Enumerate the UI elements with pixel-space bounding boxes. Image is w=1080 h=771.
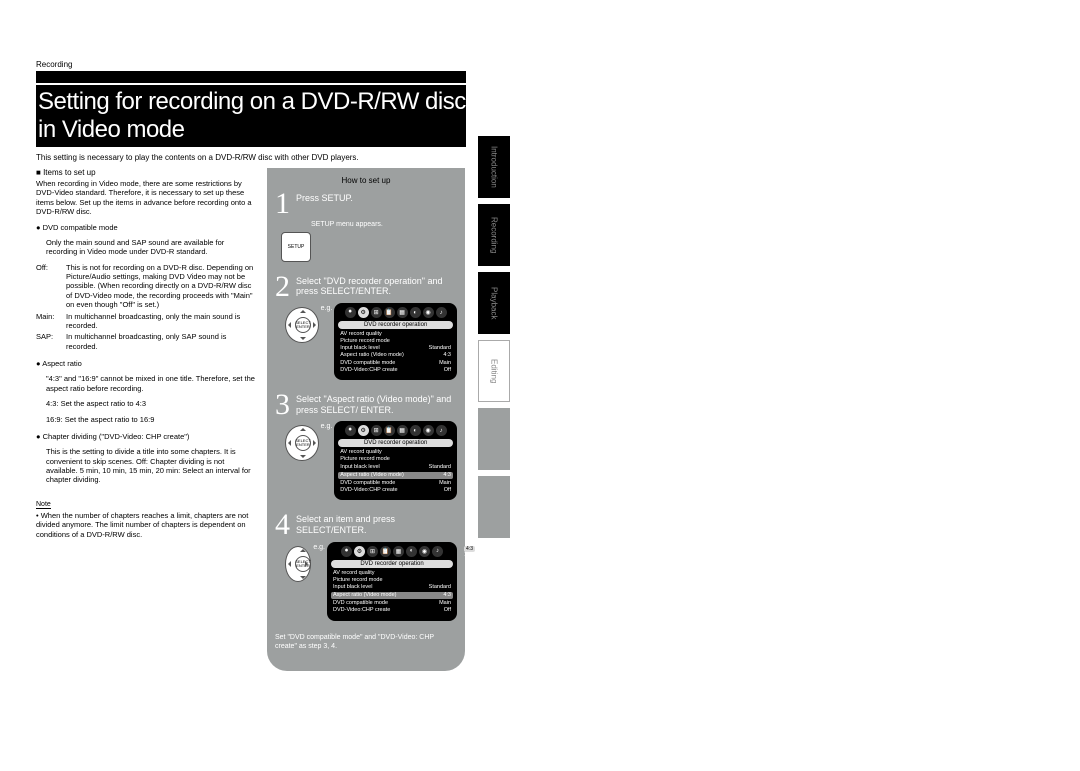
panel-footer-note: Set "DVD compatible mode" and "DVD-Video… <box>275 633 457 651</box>
tab-recording[interactable]: Recording <box>478 204 510 266</box>
step-1: 1 Press SETUP. SETUP menu appears. SETUP <box>275 191 457 262</box>
aspect-43: 4:3: Set the aspect ratio to 4:3 <box>46 399 256 408</box>
step-4-number: 4 <box>275 512 290 538</box>
off-text: This is not for recording on a DVD-R dis… <box>66 263 256 310</box>
eg-label: e.g. <box>321 305 333 312</box>
step-1-number: 1 <box>275 191 290 217</box>
intro-text: This setting is necessary to play the co… <box>36 153 466 162</box>
remote-dpad-icon: SELECT ENTER <box>283 423 321 463</box>
eg-label: e.g. <box>321 423 333 430</box>
step-2-number: 2 <box>275 274 290 300</box>
items-header: Items to set up <box>36 168 256 177</box>
top-black-bar <box>36 71 466 83</box>
tab-blank-1 <box>478 408 510 470</box>
chapter-heading: Chapter dividing ("DVD-Video: CHP create… <box>36 432 256 441</box>
main-label: Main: <box>36 312 66 331</box>
off-label: Off: <box>36 263 66 310</box>
eg-label: e.g. <box>313 544 325 551</box>
osd-screen-2: ⏺⚙⊞📋▦◐◉♪ DVD recorder operation AV recor… <box>334 303 457 380</box>
items-intro: When recording in Video mode, there are … <box>36 179 256 217</box>
note-heading: Note <box>36 501 51 509</box>
sap-label: SAP: <box>36 332 66 351</box>
main-text: In multichannel broadcasting, only the m… <box>66 312 256 331</box>
step-4-text: Select an item and press SELECT/ENTER. <box>296 512 457 536</box>
tab-editing[interactable]: Editing <box>478 340 510 402</box>
step-2-text: Select "DVD recorder operation" and pres… <box>296 274 457 298</box>
osd-title: DVD recorder operation <box>338 321 453 329</box>
sap-text: In multichannel broadcasting, only SAP s… <box>66 332 256 351</box>
step-3-number: 3 <box>275 392 290 418</box>
dvd-compat-text: Only the main sound and SAP sound are av… <box>46 238 256 257</box>
dvd-compat-heading: DVD compatible mode <box>36 223 256 232</box>
section-label: Recording <box>36 60 466 69</box>
osd-screen-4: ⏺⚙⊞📋▦◐◉♪ DVD recorder operation AV recor… <box>327 542 457 621</box>
step-1-sub: SETUP menu appears. <box>311 221 457 228</box>
title-band: Setting for recording on a DVD-R/RW disc… <box>36 85 466 147</box>
sap-row: SAP: In multichannel broadcasting, only … <box>36 332 256 351</box>
side-tabs: Introduction Recording Playback Editing <box>478 136 510 544</box>
howto-panel: How to set up 1 Press SETUP. SETUP menu … <box>267 168 465 671</box>
aspect-heading: Aspect ratio <box>36 359 256 368</box>
howto-header: How to set up <box>275 176 457 185</box>
osd-side-options: 4:3 16:9 <box>464 546 475 558</box>
left-column: Items to set up When recording in Video … <box>36 168 256 539</box>
remote-dpad-icon: SELECT ENTER <box>283 305 321 345</box>
chapter-text: This is the setting to divide a title in… <box>46 447 256 485</box>
aspect-p1: "4:3" and "16:9" cannot be mixed in one … <box>46 374 256 393</box>
step-3-text: Select "Aspect ratio (Video mode)" and p… <box>296 392 457 416</box>
tab-introduction[interactable]: Introduction <box>478 136 510 198</box>
step-2: 2 Select "DVD recorder operation" and pr… <box>275 274 457 380</box>
aspect-169: 16:9: Set the aspect ratio to 16:9 <box>46 415 256 424</box>
step-3: 3 Select "Aspect ratio (Video mode)" and… <box>275 392 457 500</box>
page-title: Setting for recording on a DVD-R/RW disc… <box>36 88 466 144</box>
page-header: Recording Setting for recording on a DVD… <box>36 60 466 170</box>
off-row: Off: This is not for recording on a DVD-… <box>36 263 256 310</box>
tab-blank-2 <box>478 476 510 538</box>
step-4: 4 Select an item and press SELECT/ENTER.… <box>275 512 457 620</box>
step-1-text: Press SETUP. <box>296 191 353 204</box>
note-text: • When the number of chapters reaches a … <box>36 511 256 539</box>
osd-screen-3: ⏺⚙⊞📋▦◐◉♪ DVD recorder operation AV recor… <box>334 421 457 500</box>
osd-tab-icons: ⏺⚙⊞📋▦◐◉♪ <box>338 307 453 318</box>
main-row: Main: In multichannel broadcasting, only… <box>36 312 256 331</box>
remote-dpad-icon: SELECT ENTER <box>283 544 313 584</box>
tab-playback[interactable]: Playback <box>478 272 510 334</box>
setup-button-icon: SETUP <box>281 232 311 262</box>
